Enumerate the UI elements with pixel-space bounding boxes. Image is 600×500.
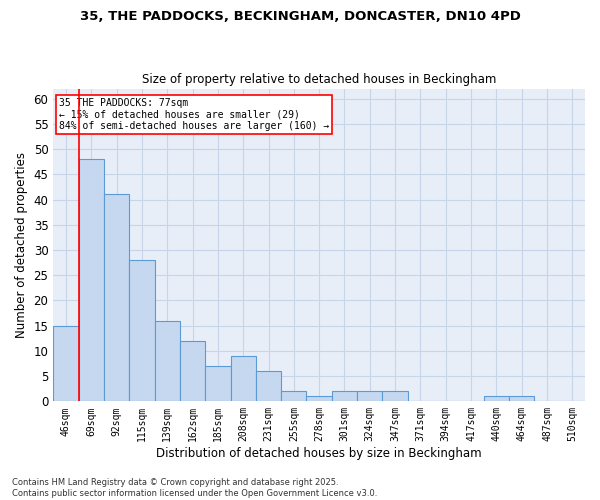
Bar (332, 391, 357, 402)
Bar (307, 396, 332, 402)
Text: 35 THE PADDOCKS: 77sqm
← 15% of detached houses are smaller (29)
84% of semi-det: 35 THE PADDOCKS: 77sqm ← 15% of detached… (59, 98, 329, 131)
Text: 35, THE PADDOCKS, BECKINGHAM, DONCASTER, DN10 4PD: 35, THE PADDOCKS, BECKINGHAM, DONCASTER,… (80, 10, 520, 23)
Bar (180, 341, 205, 402)
Title: Size of property relative to detached houses in Beckingham: Size of property relative to detached ho… (142, 73, 496, 86)
Bar (484, 396, 509, 402)
Text: Contains HM Land Registry data © Crown copyright and database right 2025.
Contai: Contains HM Land Registry data © Crown c… (12, 478, 377, 498)
X-axis label: Distribution of detached houses by size in Beckingham: Distribution of detached houses by size … (157, 447, 482, 460)
Bar (79, 159, 104, 402)
Bar (205, 366, 230, 402)
Y-axis label: Number of detached properties: Number of detached properties (15, 152, 28, 338)
Bar (230, 356, 256, 402)
Bar (129, 260, 155, 402)
Bar (53, 326, 79, 402)
Bar (509, 396, 535, 402)
Bar (382, 391, 408, 402)
Bar (281, 391, 307, 402)
Bar (155, 320, 180, 402)
Bar (256, 371, 281, 402)
Bar (104, 194, 129, 402)
Bar (357, 391, 382, 402)
